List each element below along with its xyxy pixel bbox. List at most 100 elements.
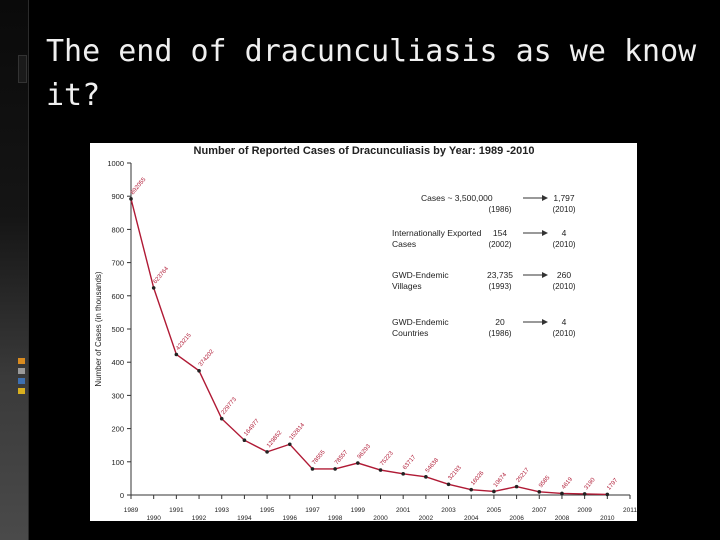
data-label: 16026 xyxy=(470,470,486,487)
data-point xyxy=(333,467,337,471)
x-tick-label: 1989 xyxy=(124,507,139,514)
data-point xyxy=(287,442,292,447)
x-tick-label: 2000 xyxy=(373,515,388,521)
x-tick-label: 2007 xyxy=(532,507,547,514)
annotation-from-label: 154 xyxy=(493,228,507,238)
y-tick-label: 600 xyxy=(111,292,124,301)
data-point xyxy=(424,475,428,479)
deco-bar-gray xyxy=(18,368,25,374)
annotation-to-label: 260 xyxy=(557,270,571,280)
annotation-name: GWD-Endemic xyxy=(392,270,449,280)
data-point xyxy=(537,490,542,494)
annotation-to-sub: (2010) xyxy=(552,329,575,338)
x-tick-label: 1998 xyxy=(328,515,343,521)
deco-bar-blue xyxy=(18,378,25,384)
x-tick-label: 1993 xyxy=(214,507,229,514)
annotation-to-label: 4 xyxy=(562,317,567,327)
x-tick-label: 2010 xyxy=(600,515,615,521)
deco-bar-orange xyxy=(18,358,25,364)
y-tick-label: 300 xyxy=(111,391,124,400)
data-point xyxy=(582,492,587,496)
data-point xyxy=(605,492,610,497)
annotation-arrowhead xyxy=(542,195,548,201)
deco-bar-black xyxy=(18,55,27,83)
annotation-to-label: 4 xyxy=(562,228,567,238)
y-tick-label: 200 xyxy=(111,425,124,434)
x-tick-label: 2011 xyxy=(623,507,637,514)
data-label: 78555 xyxy=(311,449,327,466)
slide-side-line xyxy=(28,0,29,540)
data-label: 129852 xyxy=(266,429,284,449)
y-axis-label: Number of Cases (in thousands) xyxy=(94,271,103,387)
x-tick-label: 2005 xyxy=(487,507,502,514)
annotation-name: GWD-Endemic xyxy=(392,317,449,327)
x-tick-label: 1995 xyxy=(260,507,275,514)
data-label: 423215 xyxy=(175,332,193,352)
data-point xyxy=(265,450,269,454)
data-label: 3190 xyxy=(584,477,598,492)
data-point xyxy=(560,491,564,496)
slide-title: The end of dracunculiasis as we know it? xyxy=(46,34,697,113)
x-tick-label: 1997 xyxy=(305,507,320,514)
annotation-from-sub: (1986) xyxy=(488,329,511,338)
x-tick-label: 1991 xyxy=(169,507,184,514)
annotation-arrowhead xyxy=(542,319,548,325)
data-point xyxy=(401,472,405,476)
annotation-from-label: Cases ~ 3,500,000 xyxy=(421,193,493,203)
data-point xyxy=(174,352,179,357)
data-point xyxy=(219,416,224,421)
data-label: 32193 xyxy=(447,464,463,481)
deco-bar-gold xyxy=(18,388,25,394)
annotation-arrowhead xyxy=(542,230,548,236)
data-label: 9585 xyxy=(538,475,552,490)
annotation-from-label: 23,735 xyxy=(487,270,513,280)
series-line xyxy=(130,198,608,496)
annotation-to-sub: (2010) xyxy=(552,205,575,214)
data-point xyxy=(151,286,156,290)
x-tick-label: 1996 xyxy=(283,515,298,521)
annotation-to-label: 1,797 xyxy=(553,193,575,203)
data-label: 164977 xyxy=(243,418,261,438)
data-label: 892055 xyxy=(130,176,148,196)
data-point xyxy=(356,461,360,465)
data-label: 4619 xyxy=(561,476,575,491)
x-tick-label: 2002 xyxy=(419,515,434,521)
annotation-name: Internationally Exported xyxy=(392,228,482,238)
x-tick-label: 1990 xyxy=(146,515,161,521)
x-tick-label: 1992 xyxy=(192,515,207,521)
data-point xyxy=(129,197,133,201)
annotation-name: Cases xyxy=(392,239,416,249)
y-tick-label: 1000 xyxy=(107,159,124,168)
x-tick-label: 2006 xyxy=(509,515,524,521)
annotation-from-sub: (1986) xyxy=(488,205,511,214)
x-tick-label: 2001 xyxy=(396,507,411,514)
data-label: 96293 xyxy=(357,443,373,460)
x-tick-label: 2004 xyxy=(464,515,479,521)
data-point xyxy=(197,368,201,373)
annotation-name: Countries xyxy=(392,328,428,338)
data-point xyxy=(514,484,519,489)
data-point xyxy=(446,482,451,487)
chart-title: Number of Reported Cases of Dracunculias… xyxy=(194,145,535,157)
annotation-to-sub: (2010) xyxy=(552,282,575,291)
data-label: 374202 xyxy=(198,348,216,368)
slide-side-strip xyxy=(0,0,28,540)
data-label: 10674 xyxy=(493,472,509,489)
x-tick-label: 1999 xyxy=(351,507,366,514)
data-label: 54638 xyxy=(425,457,441,474)
x-tick-label: 2009 xyxy=(577,507,592,514)
x-tick-label: 2003 xyxy=(441,507,456,514)
data-point xyxy=(378,468,383,472)
annotation-from-label: 20 xyxy=(495,317,505,327)
y-tick-label: 800 xyxy=(111,225,124,234)
y-tick-label: 500 xyxy=(111,325,124,334)
data-label: 63717 xyxy=(402,454,418,471)
y-tick-label: 100 xyxy=(111,458,124,467)
annotation-to-sub: (2010) xyxy=(552,240,575,249)
annotation-from-sub: (1993) xyxy=(488,282,511,291)
y-tick-label: 0 xyxy=(120,491,124,500)
data-point xyxy=(242,438,247,443)
x-tick-label: 1994 xyxy=(237,515,252,521)
annotation-arrowhead xyxy=(542,272,548,278)
data-label: 623764 xyxy=(153,265,171,285)
